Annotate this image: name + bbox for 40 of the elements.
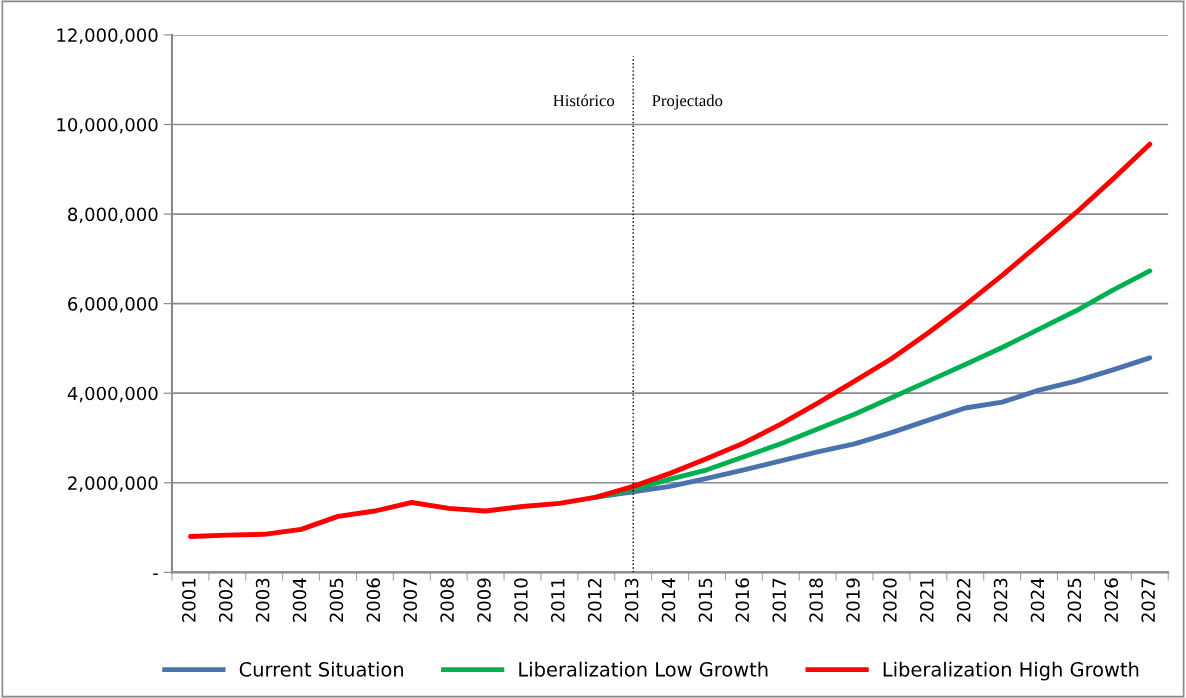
x-tick-label: 2008 — [440, 578, 454, 622]
x-tick-label: 2018 — [809, 578, 823, 622]
y-tick-label: 6,000,000 — [68, 297, 158, 313]
x-tick-label: 2010 — [514, 578, 528, 622]
x-tick-label: 2024 — [1030, 578, 1045, 622]
y-tick-label: 8,000,000 — [68, 207, 158, 224]
legend-label: Current Situation — [239, 661, 403, 677]
annotation: Histórico — [553, 94, 615, 107]
y-tick-label: 2,000,000 — [68, 476, 158, 492]
x-tick-label: 2013 — [624, 578, 639, 622]
x-tick-label: 2021 — [919, 578, 934, 622]
x-tick-label: 2027 — [1141, 578, 1155, 622]
x-tick-label: 2023 — [993, 578, 1008, 622]
x-tick-label: 2019 — [846, 578, 860, 622]
x-tick-label: 2001 — [182, 578, 196, 622]
x-tick-label: 2016 — [735, 578, 750, 622]
x-tick-label: 2004 — [292, 578, 307, 622]
x-tick-label: 2026 — [1104, 578, 1119, 622]
x-tick-label: 2005 — [329, 578, 344, 622]
y-tick-label: - — [153, 573, 158, 575]
x-tick-label: 2020 — [883, 578, 897, 622]
x-tick-label: 2022 — [956, 579, 971, 622]
line-series — [187, 141, 1153, 539]
y-tick-label: 10,000,000 — [57, 117, 158, 134]
y-tick-label: 4,000,000 — [67, 386, 158, 403]
x-tick-label: 2015 — [698, 578, 713, 622]
x-tick-label: 2006 — [366, 578, 381, 622]
x-tick-label: 2025 — [1067, 578, 1082, 622]
annotation: Projectado — [652, 94, 723, 110]
x-tick-label: 2017 — [772, 578, 787, 622]
y-tick-label: 12,000,000 — [57, 28, 158, 44]
x-tick-label: 2007 — [403, 578, 418, 622]
legend-label: Liberalization Low Growth — [519, 661, 768, 677]
x-tick-label: 2009 — [477, 578, 491, 622]
x-tick-label: 2003 — [255, 578, 270, 622]
x-tick-label: 2014 — [661, 578, 676, 622]
x-tick-label: 2011 — [550, 578, 565, 622]
x-tick-label: 2012 — [587, 579, 602, 622]
legend-label: Liberalization High Growth — [883, 661, 1139, 681]
x-tick-label: 2002 — [218, 579, 233, 622]
